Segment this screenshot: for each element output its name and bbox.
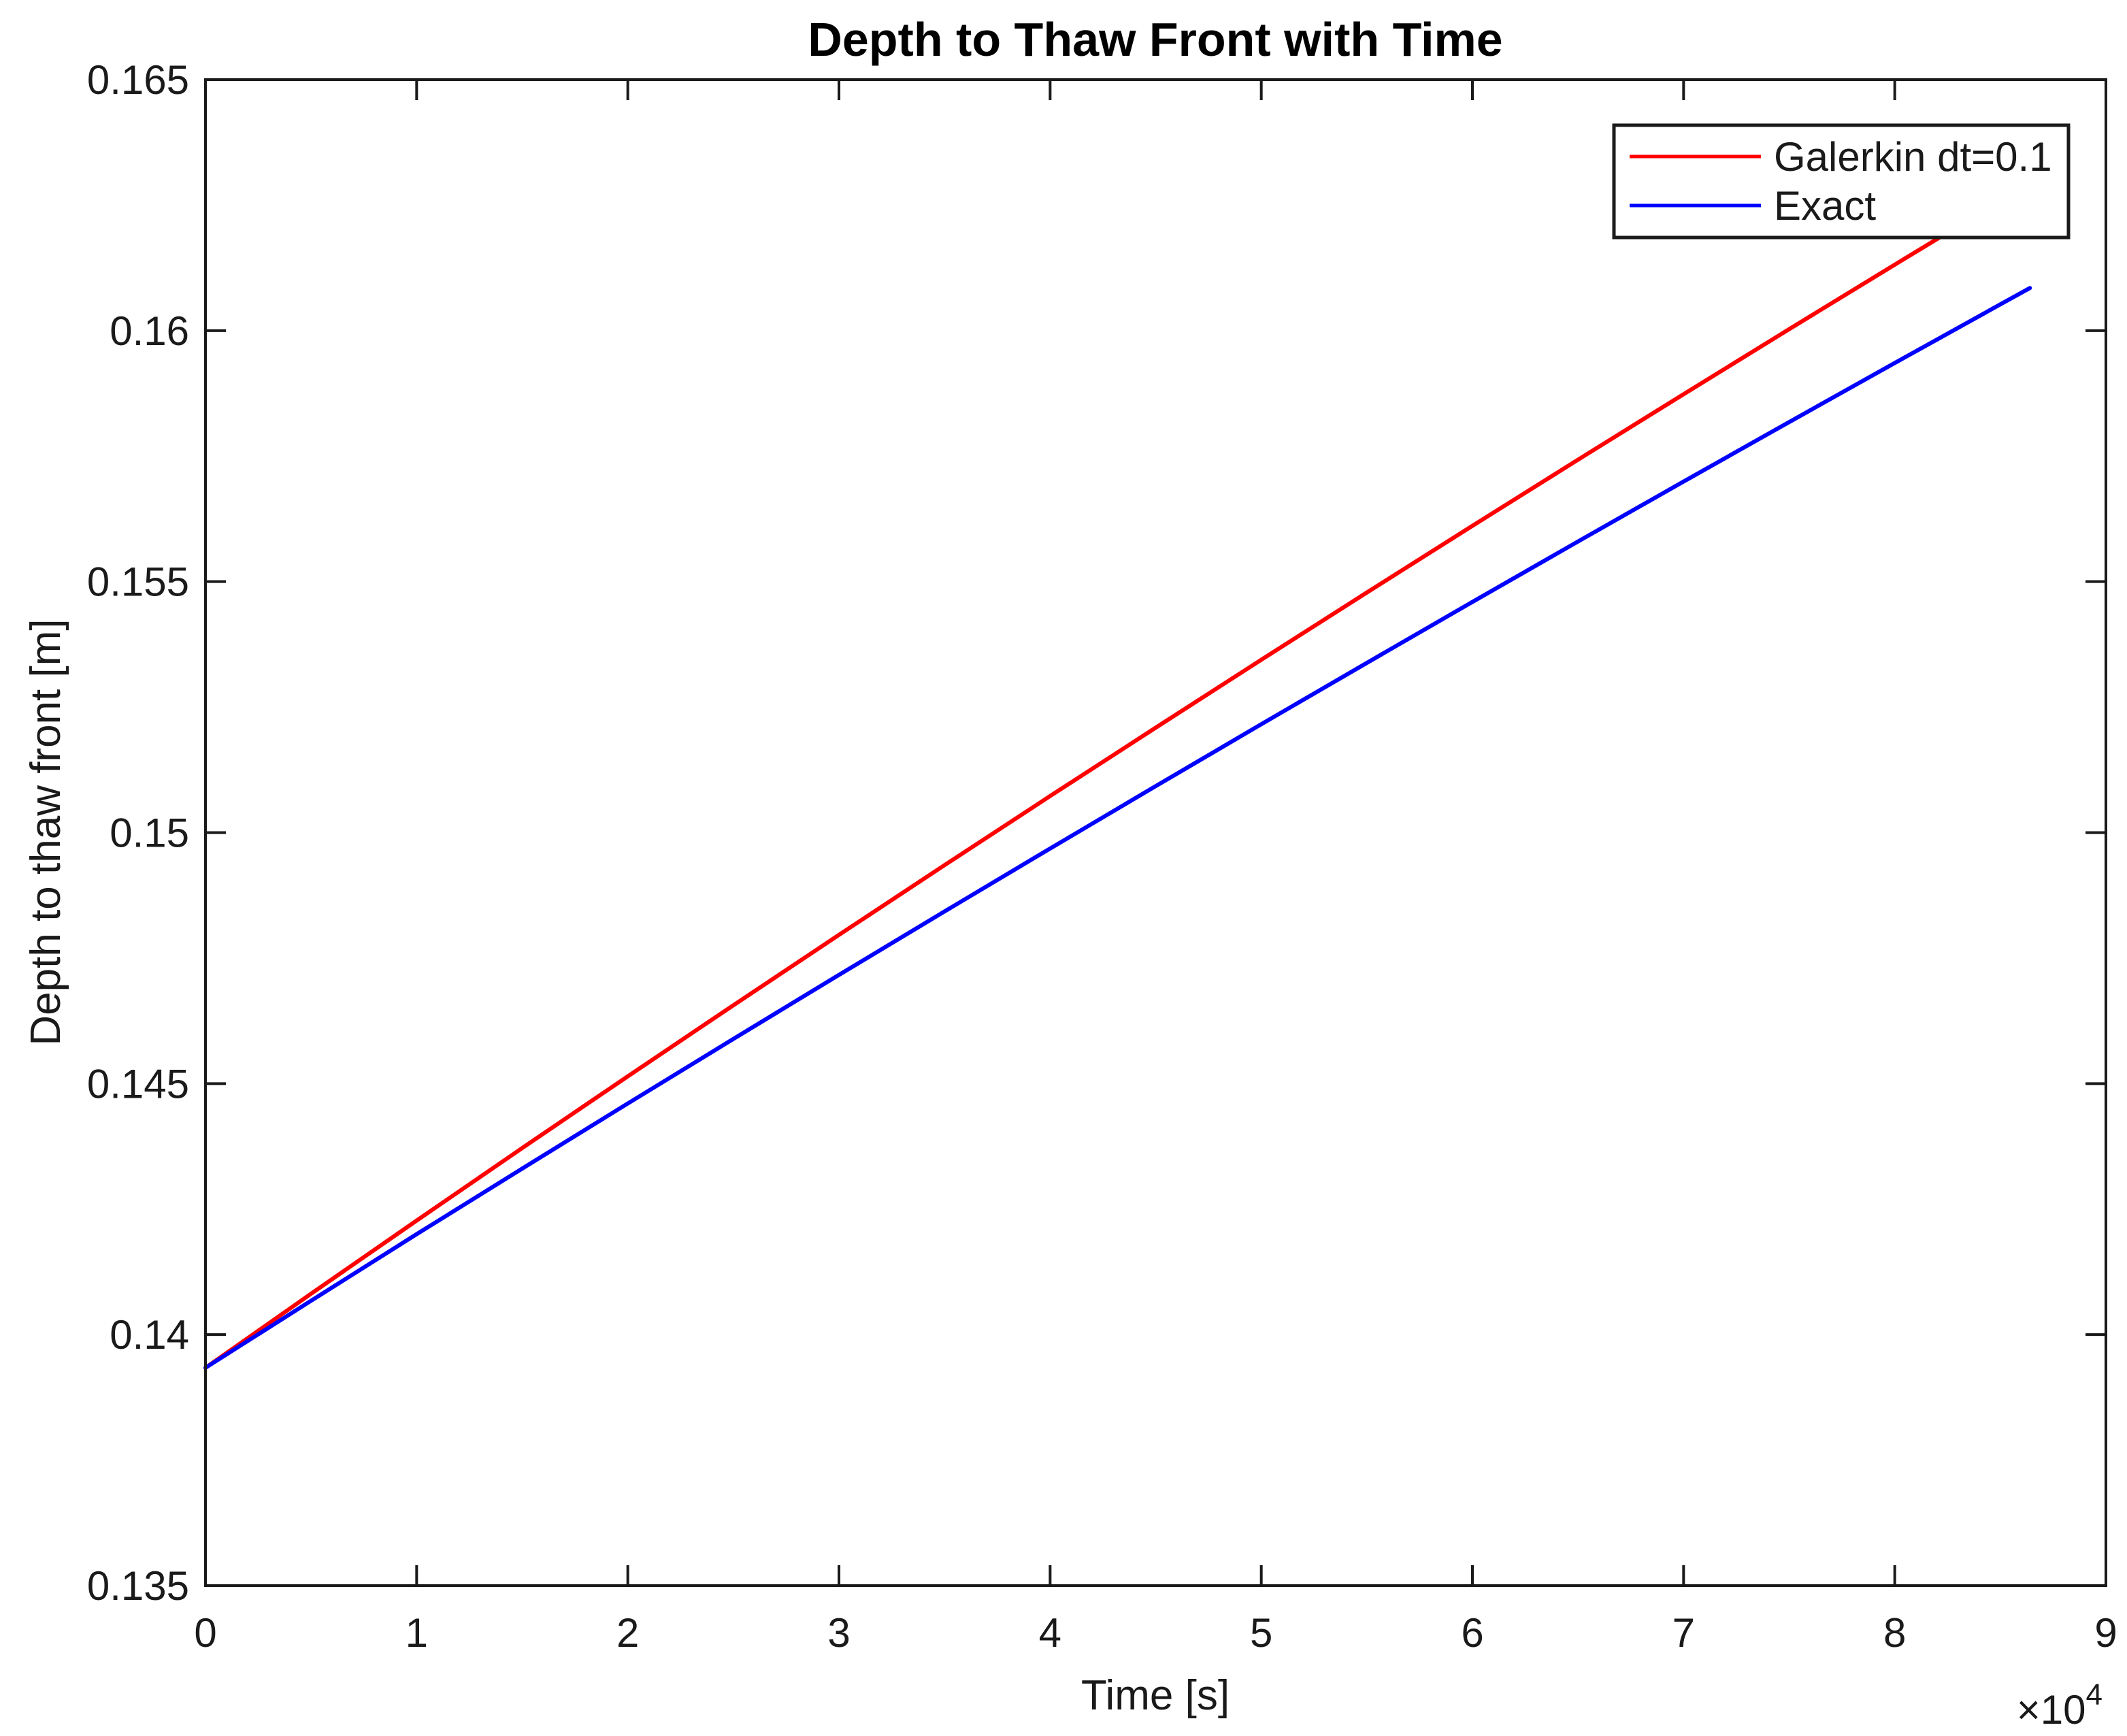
y-tick-label: 0.14: [110, 1312, 189, 1358]
legend-box: [1612, 123, 2071, 240]
y-tick-label: 0.135: [87, 1563, 189, 1609]
x-tick-label: 6: [1461, 1610, 1483, 1656]
x-tick-label: 1: [406, 1610, 428, 1656]
plot-series: [203, 180, 2032, 1370]
legend-label-galerkin: Galerkin dt=0.1: [1774, 134, 2052, 180]
axis-tick-labels: 0 1 2 3 4 5 6 7 8 9 0.135 0.14 0.145 0.15 0.155 0.16 0.1…: [87, 57, 2117, 1656]
legend-label-exact: Exact: [1774, 183, 1876, 229]
x-tick-label: 4: [1039, 1610, 1061, 1656]
series-line-exact: [203, 286, 2032, 1370]
x-tick-label: 2: [616, 1610, 639, 1656]
series-line-galerkin-dt-0-1: [203, 180, 2032, 1370]
legend: Galerkin dt=0.1 Exact: [1612, 123, 2071, 240]
x-axis-offset-label: ×104: [2017, 1678, 2103, 1733]
axis-ticks: [204, 78, 2107, 1587]
y-tick-label: 0.155: [87, 559, 189, 605]
x-tick-label: 9: [2094, 1610, 2117, 1656]
x-tick-label: 8: [1883, 1610, 1906, 1656]
x-axis-label: Time [s]: [1081, 1672, 1230, 1719]
y-tick-label: 0.145: [87, 1061, 189, 1107]
plot-border: [204, 78, 2107, 1587]
x-tick-label: 0: [194, 1610, 216, 1656]
y-tick-label: 0.15: [110, 810, 189, 856]
x-tick-label: 5: [1250, 1610, 1272, 1656]
y-tick-label: 0.16: [110, 308, 189, 354]
x-tick-label: 7: [1672, 1610, 1695, 1656]
y-axis-label: Depth to thaw front [m]: [22, 619, 69, 1045]
chart-title: Depth to Thaw Front with Time: [808, 13, 1502, 66]
y-tick-label: 0.165: [87, 57, 189, 103]
x-tick-label: 3: [827, 1610, 850, 1656]
